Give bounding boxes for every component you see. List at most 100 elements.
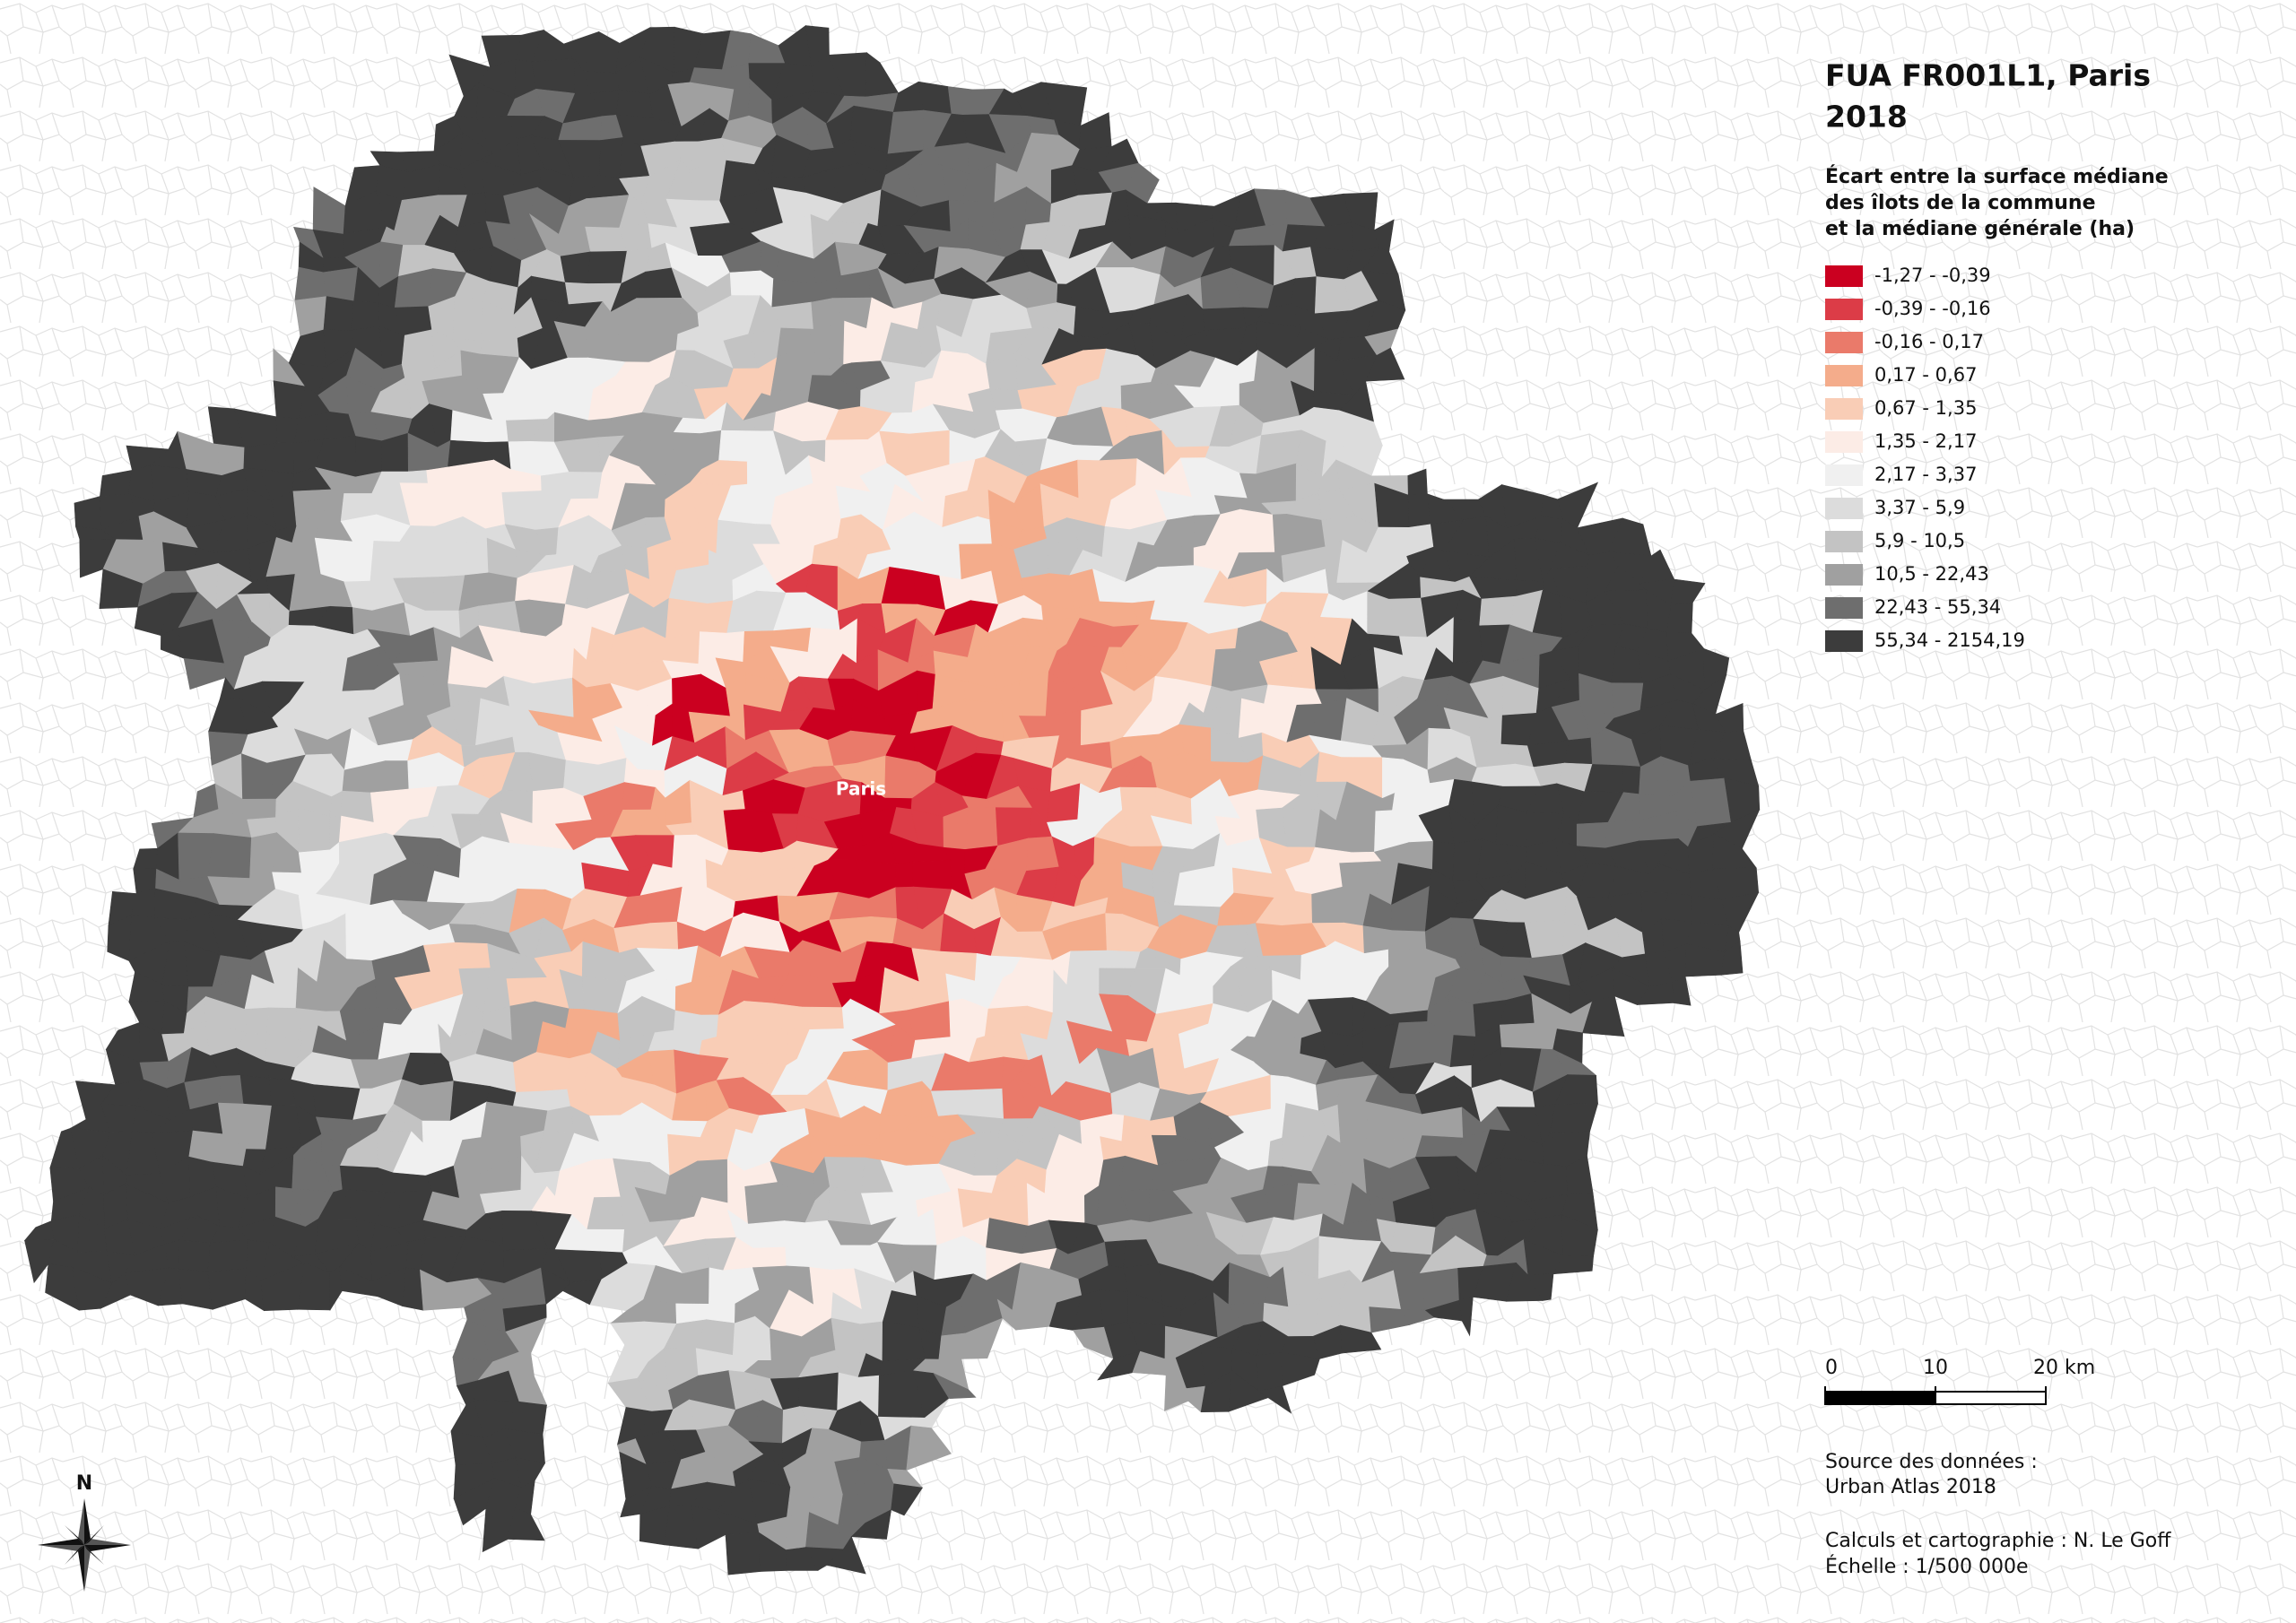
commune <box>1175 446 1211 459</box>
commune <box>890 378 917 414</box>
scale-label: 10 <box>1923 1357 1948 1379</box>
commune <box>643 1298 677 1324</box>
commune <box>535 1052 570 1092</box>
commune <box>501 490 543 531</box>
commune <box>531 58 576 94</box>
commune <box>323 266 359 302</box>
legend-label: -0,39 - -0,16 <box>1874 298 1991 319</box>
commune <box>1340 1324 1382 1354</box>
north-label: N <box>76 1472 92 1495</box>
commune <box>244 1007 270 1036</box>
commune <box>218 1074 245 1105</box>
scale-bar: 0 10 20 km <box>1824 1357 2095 1405</box>
commune <box>797 1372 839 1411</box>
legend-title: des îlots de la commune <box>1825 192 2096 214</box>
commune <box>401 329 436 369</box>
commune <box>560 251 591 284</box>
legend-swatch <box>1825 365 1863 386</box>
commune <box>989 388 1023 412</box>
commune <box>586 659 612 689</box>
commune <box>1202 307 1247 332</box>
commune <box>351 300 380 332</box>
commune <box>402 1267 424 1311</box>
commune <box>1044 1193 1085 1224</box>
legend-swatch <box>1825 597 1863 619</box>
commune <box>933 1372 977 1400</box>
legend-label: 5,9 - 10,5 <box>1874 530 1965 551</box>
commune <box>1552 1255 1594 1275</box>
commune <box>697 1159 728 1204</box>
commune <box>961 1317 1004 1359</box>
legend-swatch <box>1825 564 1863 586</box>
commune <box>1495 804 1527 847</box>
legend-label: 1,35 - 2,17 <box>1874 430 1977 452</box>
commune <box>918 81 952 115</box>
commune <box>672 431 702 477</box>
commune <box>1564 737 1593 765</box>
commune <box>866 916 898 944</box>
commune <box>1666 602 1693 634</box>
commune <box>912 859 952 890</box>
legend-title: Écart entre la surface médiane <box>1825 165 2169 188</box>
legend-swatch <box>1825 299 1863 320</box>
commune <box>826 1535 866 1575</box>
commune <box>455 942 491 969</box>
commune <box>615 89 654 118</box>
commune <box>323 296 354 332</box>
commune <box>1267 1137 1283 1167</box>
credits: Calculs et cartographie : N. Le Goff <box>1825 1530 2171 1552</box>
commune <box>1365 347 1405 382</box>
commune <box>507 1507 545 1541</box>
commune <box>370 788 410 823</box>
commune <box>1099 1289 1129 1328</box>
commune <box>887 109 924 155</box>
legend-label: -1,27 - -0,39 <box>1874 265 1991 286</box>
legend-label: 2,17 - 3,37 <box>1874 464 1977 485</box>
commune <box>807 627 844 655</box>
commune <box>729 270 761 297</box>
commune <box>1389 1222 1437 1255</box>
commune <box>178 1268 213 1310</box>
legend-label: 55,34 - 2154,19 <box>1874 629 2025 651</box>
commune <box>312 1084 361 1121</box>
commune <box>1104 1240 1126 1269</box>
scale-segment <box>1935 1391 2047 1405</box>
commune <box>752 1265 790 1291</box>
scale-segment <box>1824 1391 1936 1405</box>
commune <box>891 1483 924 1516</box>
commune <box>265 1105 302 1150</box>
commune <box>1239 508 1275 553</box>
commune <box>1690 777 1732 828</box>
commune <box>1672 976 1692 1006</box>
commune <box>1238 698 1265 739</box>
commune <box>964 1056 1004 1091</box>
commune <box>1080 704 1114 746</box>
commune <box>1527 1273 1554 1301</box>
commune <box>1576 821 1609 849</box>
commune <box>1622 765 1641 794</box>
commune <box>1549 1103 1599 1133</box>
legend-swatch <box>1825 332 1863 353</box>
commune <box>824 1144 872 1159</box>
place-label: Paris <box>836 778 886 800</box>
legend-swatch <box>1825 398 1863 420</box>
commune <box>207 1239 249 1272</box>
commune <box>747 1220 787 1249</box>
commune <box>879 1127 907 1167</box>
commune <box>1257 1385 1292 1414</box>
commune <box>1407 493 1431 528</box>
commune <box>1415 1135 1464 1158</box>
commune <box>178 1239 211 1272</box>
commune <box>207 833 252 879</box>
legend-swatch <box>1825 431 1863 453</box>
commune <box>420 1081 455 1122</box>
commune <box>1720 941 1744 976</box>
commune <box>1282 807 1321 848</box>
commune <box>752 1246 787 1269</box>
title: FUA FR001L1, Paris <box>1825 58 2151 93</box>
commune <box>957 1088 1004 1120</box>
legend: Écart entre la surface médiane des îlots … <box>1825 165 2169 652</box>
commune <box>1582 995 1625 1037</box>
commune <box>1387 930 1427 950</box>
commune <box>700 1014 719 1041</box>
